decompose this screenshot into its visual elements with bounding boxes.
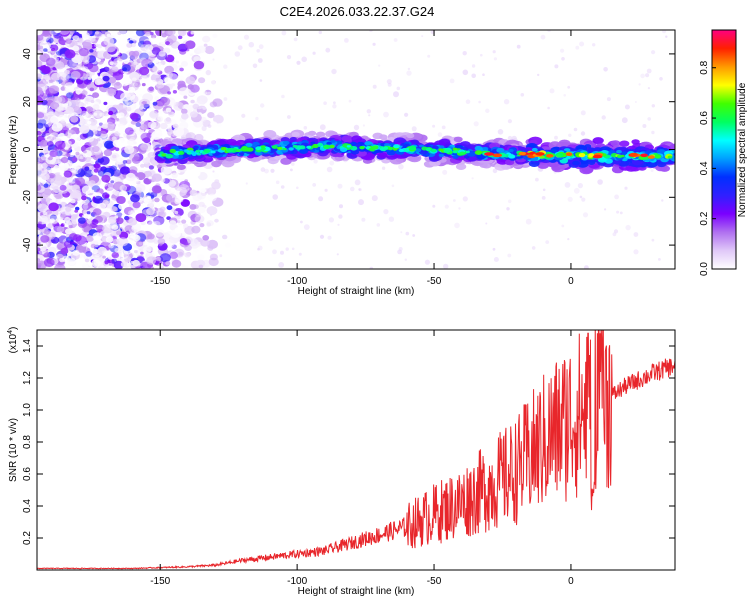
y-tick-label: 0.4 [22,499,33,513]
y-tick-label: 1.0 [22,403,33,417]
y-tick-label: 1.2 [22,371,33,385]
x-tick-label: -50 [427,576,442,587]
colorbar-label: Normalized spectral amplitude [737,82,748,217]
y-tick-label: -40 [22,237,33,252]
colorbar-ticks: 0.0 0.2 0.4 0.6 0.8 [699,60,716,276]
figure-title: C2E4.2026.033.22.37.G24 [280,4,435,19]
y-tick-label: 0 [22,146,33,152]
x-tick-label: 0 [568,576,574,587]
spectrogram-y-axis-label: Frequency (Hz) [8,116,19,185]
x-tick-label: -100 [287,276,307,287]
spectrogram-x-axis-label: Height of straight line (km) [298,286,415,297]
colorbar-tick-label: 0.8 [699,60,710,74]
colorbar-tick-label: 0.4 [699,161,710,175]
y-tick-label: 0.2 [22,531,33,545]
y-tick-label: 1.4 [22,339,33,353]
spectrogram-panel: -150 -100 -50 0 -40 -20 0 20 40 Height of strai… [8,29,676,297]
y-tick-label: -20 [22,190,33,205]
snr-y-axis-label: SNR (10 * v/v) [8,418,19,482]
colorbar-tick-label: 0.6 [699,111,710,125]
colorbar-tick-label: 0.0 [699,262,710,276]
y-tick-label: 0.6 [22,467,33,481]
snr-multiplier: (x104) [7,327,19,354]
snr-panel: -150 -100 -50 0 0.2 0.4 0.6 0.8 1.0 1.2 1.4 Heigh… [7,327,676,597]
snr-y-ticks: 0.2 0.4 0.6 0.8 1.0 1.2 1.4 [22,339,675,545]
y-tick-label: 40 [22,48,33,60]
x-tick-label: 0 [568,276,574,287]
x-tick-label: -150 [150,276,170,287]
snr-frame [36,329,676,571]
colorbar-gradient [711,29,737,270]
snr-series-line [37,330,675,570]
spectrogram-x-ticks: -150 -100 -50 0 [150,30,574,287]
y-tick-label: 0.8 [22,435,33,449]
x-tick-label: -150 [150,576,170,587]
snr-multiplier-text: (x104) [7,327,19,354]
snr-x-axis-label: Height of straight line (km) [298,586,415,597]
colorbar: 0.0 0.2 0.4 0.6 0.8 Normalized spectral ampl… [699,29,748,276]
spectrogram-y-ticks: -40 -20 0 20 40 [22,48,675,252]
x-tick-label: -50 [427,276,442,287]
y-tick-label: 20 [22,96,33,108]
spectrogram-heatmap [37,30,675,269]
colorbar-tick-label: 0.2 [699,211,710,225]
x-tick-label: -100 [287,576,307,587]
snr-x-ticks: -150 -100 -50 0 [150,330,574,587]
